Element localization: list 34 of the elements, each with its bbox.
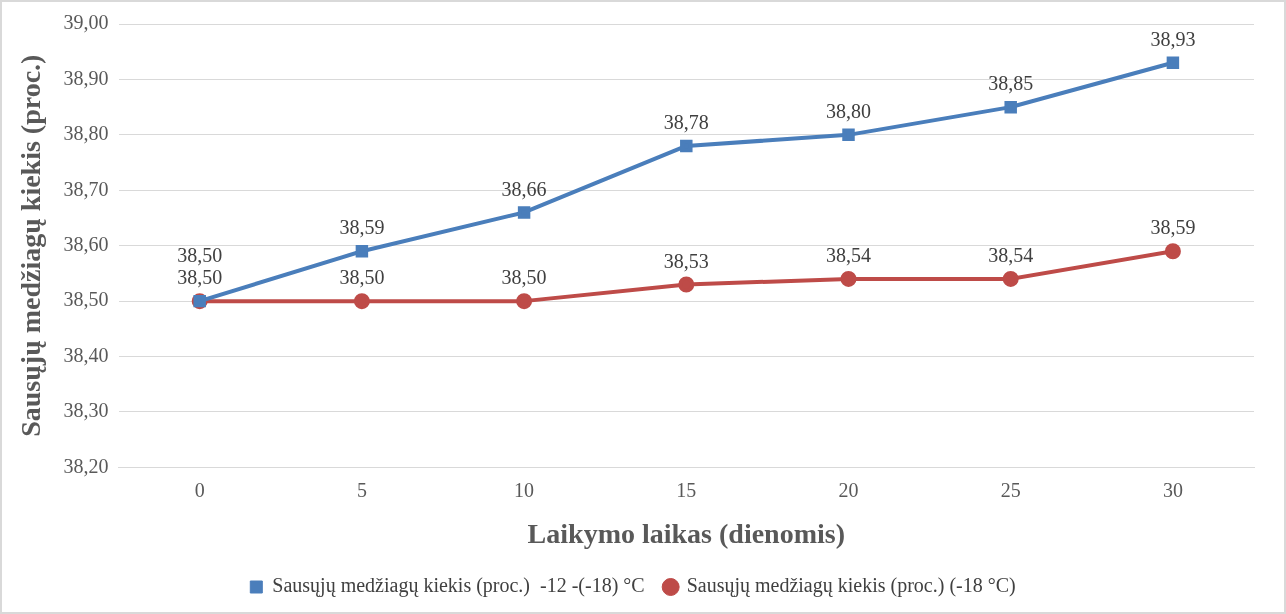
data-label: 38,50 — [177, 244, 223, 267]
y-axis-title: Sausųjų medžiagų kiekis (proc.) — [15, 54, 47, 437]
data-label: 38,78 — [663, 111, 709, 134]
data-label: 38,50 — [501, 266, 547, 289]
data-label: 38,80 — [826, 100, 871, 123]
y-tick-label: 38,40 — [63, 343, 109, 366]
data-label: 38,59 — [339, 216, 385, 239]
y-tick-label: 38,50 — [63, 288, 109, 311]
x-tick-label: 5 — [356, 478, 367, 501]
y-tick-label: 38,90 — [63, 66, 109, 89]
data-label: 38,50 — [339, 266, 385, 289]
x-tick-label: 30 — [1162, 478, 1183, 501]
x-axis-title: Laikymo laikas (dienomis) — [527, 518, 845, 550]
x-tick-label: 10 — [514, 478, 535, 501]
data-label: 38,54 — [988, 244, 1034, 267]
data-label: 38,53 — [663, 249, 709, 272]
y-tick-label: 38,20 — [63, 454, 109, 477]
data-label: 38,93 — [1150, 28, 1196, 51]
data-label: 38,50 — [177, 266, 223, 289]
y-tick-label: 38,80 — [63, 122, 109, 145]
x-tick-label: 15 — [676, 478, 697, 501]
x-tick-label: 20 — [838, 478, 859, 501]
y-tick-label: 39,00 — [63, 11, 109, 34]
y-tick-label: 38,30 — [63, 399, 109, 422]
data-label: 38,59 — [1150, 216, 1196, 239]
x-tick-label: 0 — [194, 478, 205, 501]
data-label: 38,66 — [501, 177, 547, 200]
data-label: 38,54 — [826, 244, 871, 267]
y-tick-label: 38,60 — [63, 232, 109, 255]
legend-label: Sausųjų medžiagų kiekis (proc.) (-18 °C) — [686, 574, 1016, 598]
data-label: 38,85 — [988, 72, 1034, 95]
x-tick-label: 25 — [1000, 478, 1021, 501]
y-tick-label: 38,70 — [63, 177, 109, 200]
legend-label: Sausųjų medžiagų kiekis (proc.) -12 -(-18) °C — [272, 574, 645, 598]
